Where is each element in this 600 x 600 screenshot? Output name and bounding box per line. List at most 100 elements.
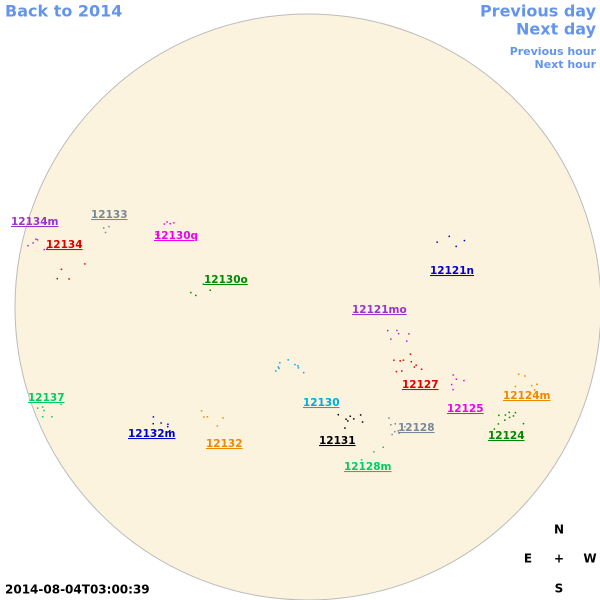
sunspot (524, 375, 526, 377)
sunspot (167, 423, 169, 426)
sunspot (504, 414, 507, 416)
sunspot (41, 415, 44, 418)
sunspot (200, 410, 203, 412)
compass-south: S (555, 582, 564, 596)
sunspot (56, 277, 59, 280)
region-label[interactable]: 12130o (204, 274, 248, 286)
sunspot (158, 234, 160, 237)
sunspot (166, 221, 168, 223)
sunspot (508, 411, 510, 414)
sunspot (402, 359, 405, 361)
sunspot (452, 374, 454, 376)
region-label[interactable]: 12127 (402, 379, 439, 391)
sunspot (297, 367, 300, 369)
region-label[interactable]: 12131 (319, 435, 356, 447)
sunspot (405, 340, 408, 342)
sunspot (40, 401, 42, 404)
sunspot (60, 268, 63, 271)
sunspot (345, 418, 347, 421)
sunspot (395, 370, 398, 373)
sunspot (533, 389, 536, 391)
sunspot (382, 446, 385, 449)
region-label[interactable]: 12124 (488, 430, 525, 442)
sunspot (337, 413, 340, 416)
sunspot (51, 415, 53, 418)
sunspot (84, 263, 86, 265)
timestamp: 2014-08-04T03:00:39 (5, 583, 150, 597)
region-label[interactable]: 12125 (447, 403, 484, 415)
sunspot (409, 353, 412, 355)
sunspot (41, 406, 44, 408)
sunspot (436, 241, 438, 243)
sunspot (517, 373, 520, 375)
sunspot (393, 359, 395, 361)
previous-day-link[interactable]: Previous day (480, 2, 597, 21)
sunspot (36, 239, 39, 241)
region-label[interactable]: 12130q (154, 230, 198, 242)
region-label[interactable]: 12132 (206, 438, 243, 450)
region-label[interactable]: 12128 (398, 422, 435, 434)
sunspot (394, 423, 397, 425)
sunspot (279, 361, 281, 364)
sunspot (391, 433, 393, 436)
next-day-link[interactable]: Next day (516, 20, 597, 39)
sunspot (498, 414, 500, 417)
region-label[interactable]: 12128m (344, 461, 392, 473)
sunspot (493, 428, 496, 430)
sunspot (359, 414, 362, 416)
region-label[interactable]: 12133 (91, 209, 128, 221)
sunspot (388, 417, 390, 419)
previous-hour-link[interactable]: Previous hour (510, 45, 597, 58)
sunspot (154, 430, 157, 432)
sunspot (155, 233, 157, 236)
region-label[interactable]: 12134m (11, 216, 59, 228)
sunspot (202, 283, 205, 285)
sunspot (514, 385, 517, 388)
region-label[interactable]: 12121mo (352, 304, 407, 316)
sunspot (35, 238, 37, 240)
sunspot (222, 417, 224, 419)
sunspot (68, 278, 70, 280)
sunspot (160, 422, 162, 424)
region-label[interactable]: 12132m (128, 428, 176, 440)
region-label[interactable]: 12124m (503, 390, 551, 402)
sunspot (169, 222, 171, 225)
back-link[interactable]: Back to 2014 (5, 2, 122, 21)
sunspot (206, 416, 209, 418)
sunspot (163, 223, 166, 225)
sunspot (397, 430, 400, 432)
sunspot (352, 418, 355, 420)
sunspot (452, 388, 454, 391)
sunspot (287, 359, 289, 361)
sunspot (361, 421, 364, 423)
sunspot (294, 363, 296, 366)
sunspot (278, 367, 280, 370)
sunspot (209, 289, 212, 291)
region-label[interactable]: 12137 (28, 392, 65, 404)
sunspot (37, 401, 39, 403)
sunspot (536, 383, 538, 386)
sunspot (277, 366, 280, 368)
sunspot (396, 329, 398, 332)
sunspot (514, 411, 517, 414)
sunspot (166, 425, 169, 428)
sunspot (190, 291, 192, 294)
sunspot (43, 409, 45, 412)
sunspot (216, 425, 219, 427)
region-label[interactable]: 12130 (303, 397, 340, 409)
region-label[interactable]: 12134 (46, 239, 83, 251)
next-hour-link[interactable]: Next hour (535, 58, 597, 71)
sunspot (169, 429, 171, 432)
sunspot (386, 329, 389, 332)
sunspot (398, 432, 401, 434)
sunspot (157, 230, 160, 233)
sunspot (347, 420, 349, 422)
sunspot (102, 227, 105, 229)
sunspot (344, 427, 346, 429)
region-label[interactable]: 12121n (430, 265, 474, 277)
sunspot (415, 364, 417, 367)
sunspot (530, 384, 533, 387)
compass-north: N (554, 523, 564, 537)
compass-center: + (554, 552, 564, 566)
sunspot (152, 422, 154, 425)
